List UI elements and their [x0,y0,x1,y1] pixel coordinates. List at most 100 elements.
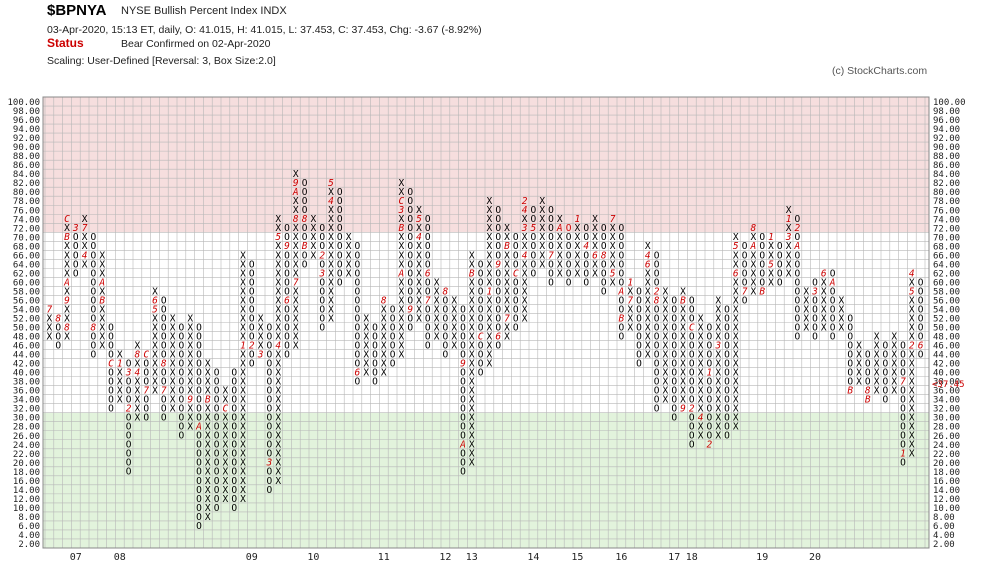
o-mark: O [214,494,220,505]
x-mark: X [240,295,246,306]
x-mark: X [152,313,158,324]
o-mark: O [407,214,413,225]
x-mark: X [627,313,633,324]
x-mark: X [487,358,493,369]
y-tick-label-right: 28.00 [933,423,960,433]
o-mark: O [231,467,237,478]
x-mark: X [293,340,299,351]
x-mark: X [680,349,686,360]
x-mark: X [434,295,440,306]
o-mark: O [372,331,378,342]
x-mark: X [821,322,827,333]
x-mark: X [821,304,827,315]
x-mark: X [416,259,422,270]
x-mark: X [381,358,387,369]
x-mark: X [152,377,158,388]
x-mark: X [99,304,105,315]
x-mark: X [434,304,440,315]
x-mark: X [698,422,704,433]
o-mark: O [601,259,607,270]
o-mark: O [707,358,713,369]
x-mark: X [663,340,669,351]
o-mark: O [267,467,273,478]
o-mark: O [847,331,853,342]
month-marker: A [794,241,801,252]
x-mark: X [592,232,598,243]
x-mark: X [874,377,880,388]
y-tick-label-left: 76.00 [13,206,40,216]
x-mark: X [47,313,53,324]
x-mark: X [399,259,405,270]
x-mark: X [469,377,475,388]
x-mark: X [715,368,721,379]
o-mark: O [671,358,677,369]
x-mark: X [715,313,721,324]
o-mark: O [495,223,501,234]
x-mark: X [909,331,915,342]
x-mark: X [275,413,281,424]
x-mark: X [223,440,229,451]
o-mark: O [724,413,730,424]
o-mark: O [267,340,273,351]
x-mark: X [680,304,686,315]
o-mark: O [900,349,906,360]
x-mark: X [698,313,704,324]
month-marker: 2 [249,340,255,351]
x-mark: X [821,295,827,306]
x-mark: X [399,250,405,261]
x-mark: X [645,304,651,315]
x-mark: X [487,268,493,279]
x-mark: X [610,259,616,270]
x-mark: X [135,395,141,406]
month-marker: 5 [909,286,915,297]
o-mark: O [126,413,132,424]
o-mark: O [214,476,220,487]
o-mark: O [460,368,466,379]
o-mark: O [478,286,484,297]
month-marker: 7 [742,286,748,297]
o-mark: O [390,322,396,333]
x-mark: X [152,349,158,360]
x-mark: X [592,214,598,225]
x-mark: X [328,214,334,225]
x-mark: X [293,223,299,234]
o-mark: O [495,313,501,324]
x-mark: X [205,358,211,369]
x-mark: X [856,358,862,369]
x-mark: X [187,377,193,388]
y-tick-label-right: 12.00 [933,495,960,505]
o-mark: O [742,268,748,279]
month-marker: 8 [381,295,387,306]
o-mark: O [918,313,924,324]
o-mark: O [249,349,255,360]
month-marker: 8 [302,214,308,225]
o-mark: O [689,386,695,397]
o-mark: O [883,368,889,379]
x-mark: X [627,304,633,315]
x-mark: X [874,349,880,360]
o-mark: O [847,358,853,369]
x-mark: X [733,277,739,288]
x-mark: X [487,232,493,243]
o-mark: O [883,349,889,360]
x-mark: X [469,458,475,469]
o-mark: O [443,295,449,306]
o-mark: O [883,358,889,369]
x-mark: X [891,349,897,360]
o-mark: O [671,331,677,342]
o-mark: O [707,413,713,424]
y-tick-label-left: 58.00 [13,287,40,297]
x-mark: X [64,223,70,234]
o-mark: O [742,277,748,288]
x-mark: X [592,223,598,234]
o-mark: O [460,313,466,324]
o-mark: O [671,295,677,306]
o-mark: O [707,340,713,351]
month-marker: C [143,349,149,360]
month-marker: A [750,241,757,252]
y-tick-label-right: 78.00 [933,197,960,207]
o-mark: O [812,295,818,306]
o-mark: O [91,295,97,306]
o-mark: O [689,358,695,369]
o-mark: O [267,422,273,433]
